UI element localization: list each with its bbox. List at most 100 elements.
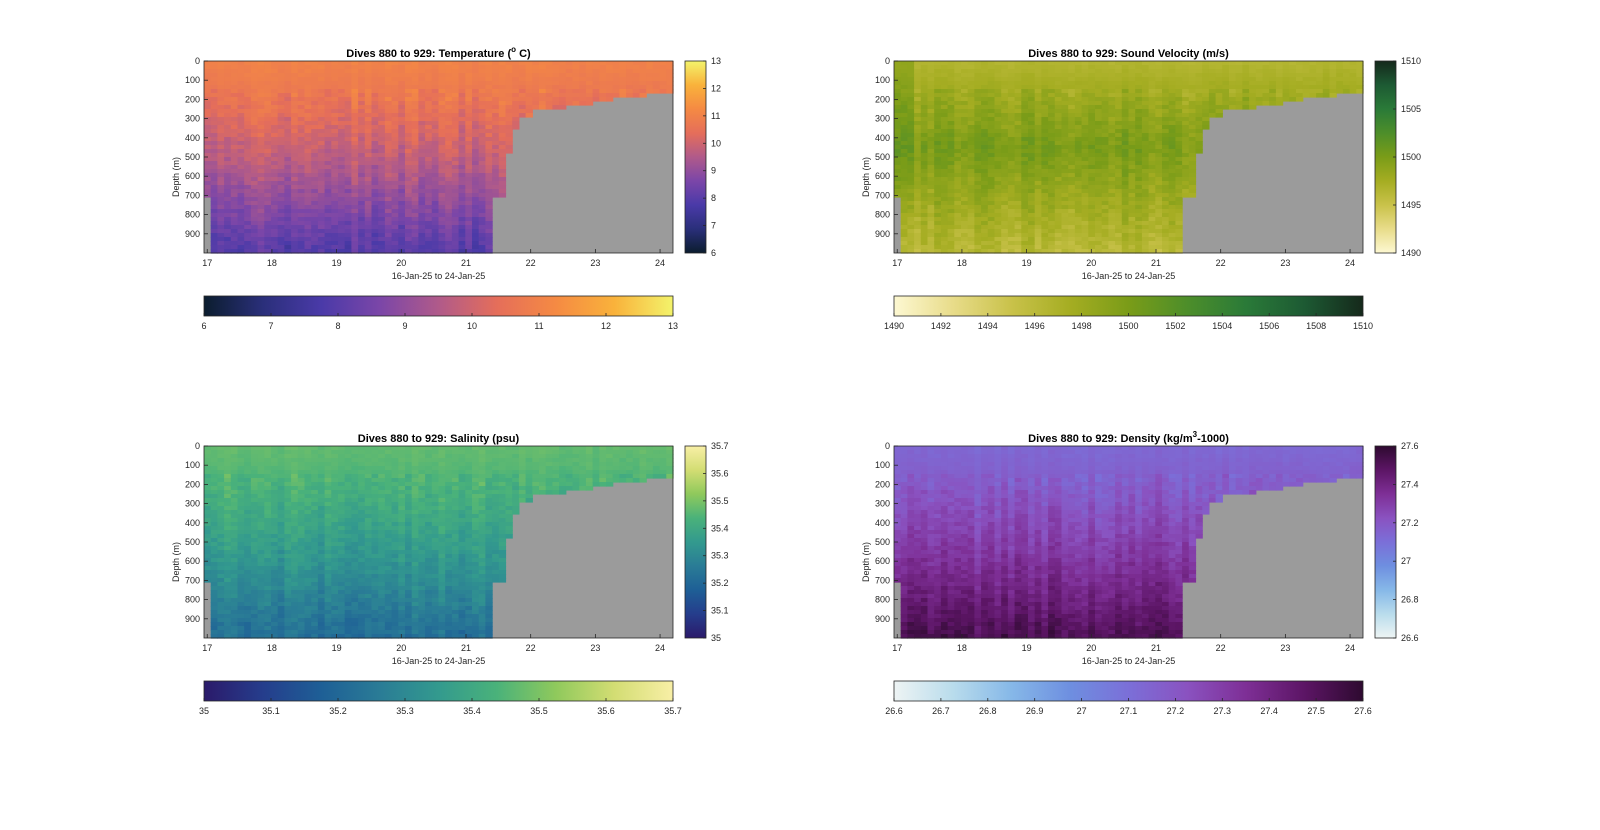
heatmap-cell — [217, 93, 225, 98]
heatmap-cell — [1041, 125, 1049, 130]
heatmap-cell — [1101, 193, 1109, 198]
heatmap-cell — [947, 221, 955, 226]
heatmap-cell — [1054, 201, 1063, 206]
heatmap-cell — [391, 133, 399, 138]
heatmap-cell — [364, 221, 373, 226]
heatmap-cell — [244, 145, 252, 150]
heatmap-cell — [1202, 85, 1210, 90]
heatmap-cell — [1141, 149, 1150, 154]
heatmap-cell — [914, 225, 922, 230]
heatmap-cell — [338, 161, 346, 166]
heatmap-cell — [1074, 241, 1083, 246]
heatmap-cell — [940, 145, 949, 150]
heatmap-cell — [351, 189, 359, 194]
heatmap-cell — [465, 153, 473, 158]
heatmap-cell — [257, 229, 265, 234]
heatmap-cell — [1155, 125, 1163, 130]
heatmap-cell — [391, 161, 399, 166]
heatmap-cell — [666, 65, 674, 70]
heatmap-cell — [1128, 233, 1136, 238]
heatmap-cell — [445, 217, 453, 222]
heatmap-cell — [485, 85, 493, 90]
heatmap-cell — [1068, 221, 1076, 226]
heatmap-cell — [947, 193, 955, 198]
heatmap-cell — [1115, 245, 1123, 250]
heatmap-cell — [411, 133, 419, 138]
heatmap-cell — [284, 189, 292, 194]
heatmap-cell — [894, 125, 902, 130]
heatmap-cell — [418, 93, 426, 98]
heatmap-cell — [338, 181, 346, 186]
heatmap-cell — [244, 245, 252, 250]
heatmap-cell — [606, 73, 614, 78]
heatmap-cell — [1054, 209, 1063, 214]
heatmap-cell — [1101, 161, 1109, 166]
heatmap-cell — [525, 73, 533, 78]
heatmap-cell — [371, 61, 379, 66]
heatmap-cell — [1269, 65, 1277, 70]
heatmap-cell — [920, 105, 929, 110]
heatmap-cell — [1021, 185, 1029, 190]
heatmap-cell — [947, 173, 955, 178]
heatmap-cell — [927, 129, 935, 134]
heatmap-cell — [244, 137, 252, 142]
heatmap-cell — [1336, 69, 1344, 74]
heatmap-cell — [284, 217, 292, 222]
heatmap-cell — [1148, 105, 1156, 110]
heatmap-cell — [1255, 65, 1264, 70]
heatmap-cell — [411, 65, 419, 70]
y-tick-label: 200 — [185, 94, 200, 104]
heatmap-cell — [1108, 69, 1116, 74]
heatmap-cell — [961, 209, 969, 214]
heatmap-cell — [1336, 73, 1344, 78]
heatmap-cell — [1148, 249, 1156, 254]
heatmap-cell — [1141, 73, 1150, 78]
side-colorbar-label: 7 — [711, 221, 716, 231]
heatmap-cell — [338, 237, 346, 242]
heatmap-cell — [1068, 65, 1076, 70]
heatmap-cell — [981, 169, 989, 174]
heatmap-cell — [927, 137, 935, 142]
heatmap-cell — [264, 241, 272, 246]
heatmap-cell — [1095, 149, 1103, 154]
heatmap-cell — [1275, 93, 1284, 98]
heatmap-cell — [297, 109, 306, 114]
heatmap-cell — [927, 165, 935, 170]
heatmap-cell — [264, 205, 272, 210]
heatmap-cell — [451, 113, 460, 118]
heatmap-cell — [498, 121, 507, 126]
heatmap-cell — [277, 145, 285, 150]
heatmap-cell — [371, 245, 379, 250]
heatmap-cell — [1088, 81, 1096, 86]
heatmap-cell — [465, 197, 473, 202]
heatmap-cell — [331, 133, 339, 138]
heatmap-cell — [492, 181, 500, 186]
heatmap-cell — [338, 241, 346, 246]
heatmap-cell — [592, 61, 600, 66]
heatmap-cell — [498, 73, 507, 78]
heatmap-cell — [646, 81, 654, 86]
heatmap-cell — [418, 89, 426, 94]
heatmap-cell — [277, 241, 285, 246]
heatmap-cell — [297, 157, 306, 162]
heatmap-cell — [351, 97, 359, 102]
heatmap-cell — [545, 77, 553, 82]
heatmap-cell — [485, 93, 493, 98]
heatmap-cell — [914, 161, 922, 166]
heatmap-cell — [1061, 73, 1069, 78]
heatmap-cell — [579, 73, 587, 78]
heatmap-cell — [1162, 145, 1170, 150]
heatmap-cell — [572, 69, 580, 74]
heatmap-cell — [1188, 141, 1197, 146]
heatmap-cell — [250, 105, 259, 110]
heatmap-cell — [371, 121, 379, 126]
heatmap-cell — [1128, 177, 1136, 182]
heatmap-cell — [210, 61, 218, 66]
heatmap-cell — [378, 205, 386, 210]
heatmap-cell — [204, 514, 212, 519]
heatmap-cell — [317, 121, 326, 126]
heatmap-cell — [894, 121, 902, 126]
heatmap-cell — [1108, 137, 1116, 142]
heatmap-cell — [1168, 161, 1176, 166]
heatmap-cell — [224, 137, 232, 142]
